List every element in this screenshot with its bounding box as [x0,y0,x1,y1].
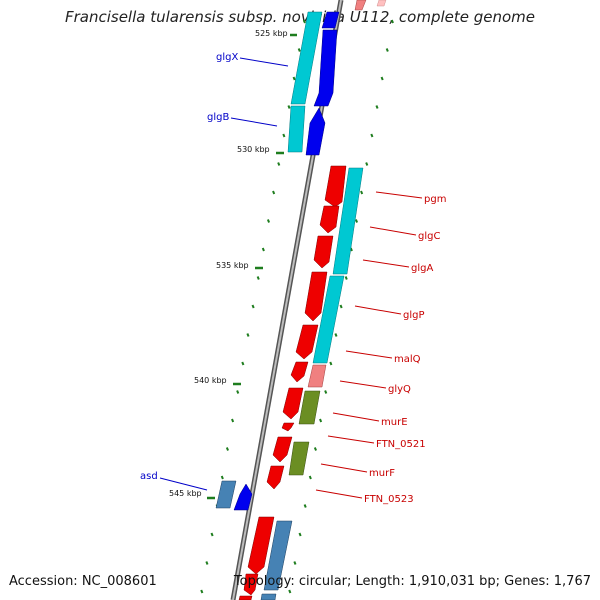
cds-top-pink-2[interactable] [376,0,387,7]
cds-top-pink[interactable] [354,0,367,11]
map-title: Francisella tularensis subsp. novicida U… [64,8,536,26]
scale-label: 545 kbp [169,489,202,498]
gene-label-glgX[interactable]: glgX [216,52,238,63]
accession-text: Accession: NC_008601 [9,574,157,589]
cds-murF[interactable] [288,441,310,476]
cds-FTN_0523[interactable] [266,465,285,490]
cds-FTN_0521[interactable] [281,422,295,432]
cds-next-red-1[interactable] [247,516,275,575]
gene-label-FTN_0521[interactable]: FTN_0521 [376,439,426,450]
leader-line-glgX [239,57,289,67]
topology-text: Topology: circular; Length: 1,910,031 bp… [233,574,591,589]
cds-glyQ[interactable] [307,364,327,388]
cds-asd[interactable] [233,483,253,511]
gene-label-asd[interactable]: asd [140,471,158,482]
leader-line-glgB [230,117,278,127]
cds-next-steel-2[interactable] [260,593,277,600]
leader-line-glgC [369,226,417,236]
leader-line-glgA [362,259,410,268]
tick-row-right [288,19,394,594]
cds-murE[interactable] [298,390,321,425]
gene-label-glgB[interactable]: glgB [207,112,229,123]
cds-pgm-cyan[interactable] [332,167,364,275]
tick-row-left [200,19,306,594]
cds-murE-red[interactable] [282,387,304,420]
gene-labels[interactable]: glgX glgB pgm glgC glgA glgP malQ glyQ murE FTN_0… [140,52,446,505]
cds-glgP-cyan[interactable] [312,275,345,364]
gene-label-glgC[interactable]: glgC [418,231,440,242]
gene-label-murF[interactable]: murF [369,468,395,479]
cds-murF-red[interactable] [272,436,293,463]
cds-glgC[interactable] [319,205,340,234]
leader-line-murE [332,412,380,422]
leader-line-pgm [375,191,423,199]
cds-glgB[interactable] [305,107,326,156]
leader-line-murF [320,463,368,473]
cds-pgm[interactable] [324,165,347,208]
leader-line-glyQ [339,380,387,389]
gene-label-malQ[interactable]: malQ [394,354,421,365]
leader-line-FTN_0521 [327,435,375,444]
cds-glgX-cyan[interactable] [290,11,323,105]
scale-label: 535 kbp [216,261,249,270]
gene-label-pgm[interactable]: pgm [424,194,446,205]
gene-label-murE[interactable]: murE [381,417,408,428]
cds-next-red-2[interactable] [243,573,259,596]
cds-next-steel-1[interactable] [263,520,293,591]
cds-glgA[interactable] [313,235,334,269]
cds-glyQ-red[interactable] [290,361,309,383]
leader-line-asd [159,477,208,491]
gene-label-glgP[interactable]: glgP [403,310,425,321]
leader-line-malQ [345,350,393,359]
scale-label: 530 kbp [237,145,270,154]
leader-line-glgP [354,305,402,315]
cds-asd-steel[interactable] [215,480,237,509]
gene-label-glyQ[interactable]: glyQ [388,384,411,395]
gene-label-FTN_0523[interactable]: FTN_0523 [364,494,414,505]
cds-glgX[interactable] [313,29,338,107]
scale-labels: 525 kbp 530 kbp 535 kbp 540 kbp 545 kbp [169,29,297,500]
gene-features[interactable] [215,0,387,600]
scale-label: 540 kbp [194,376,227,385]
cds-glgB-cyan[interactable] [287,105,306,153]
cds-next-red-3[interactable] [238,595,253,600]
scale-label: 525 kbp [255,29,288,38]
gene-label-glgA[interactable]: glgA [411,263,433,274]
leader-line-FTN_0523 [315,489,363,499]
cds-glgP[interactable] [304,271,328,322]
cds-malQ[interactable] [295,324,319,360]
cds-glgX-block[interactable] [321,11,340,29]
